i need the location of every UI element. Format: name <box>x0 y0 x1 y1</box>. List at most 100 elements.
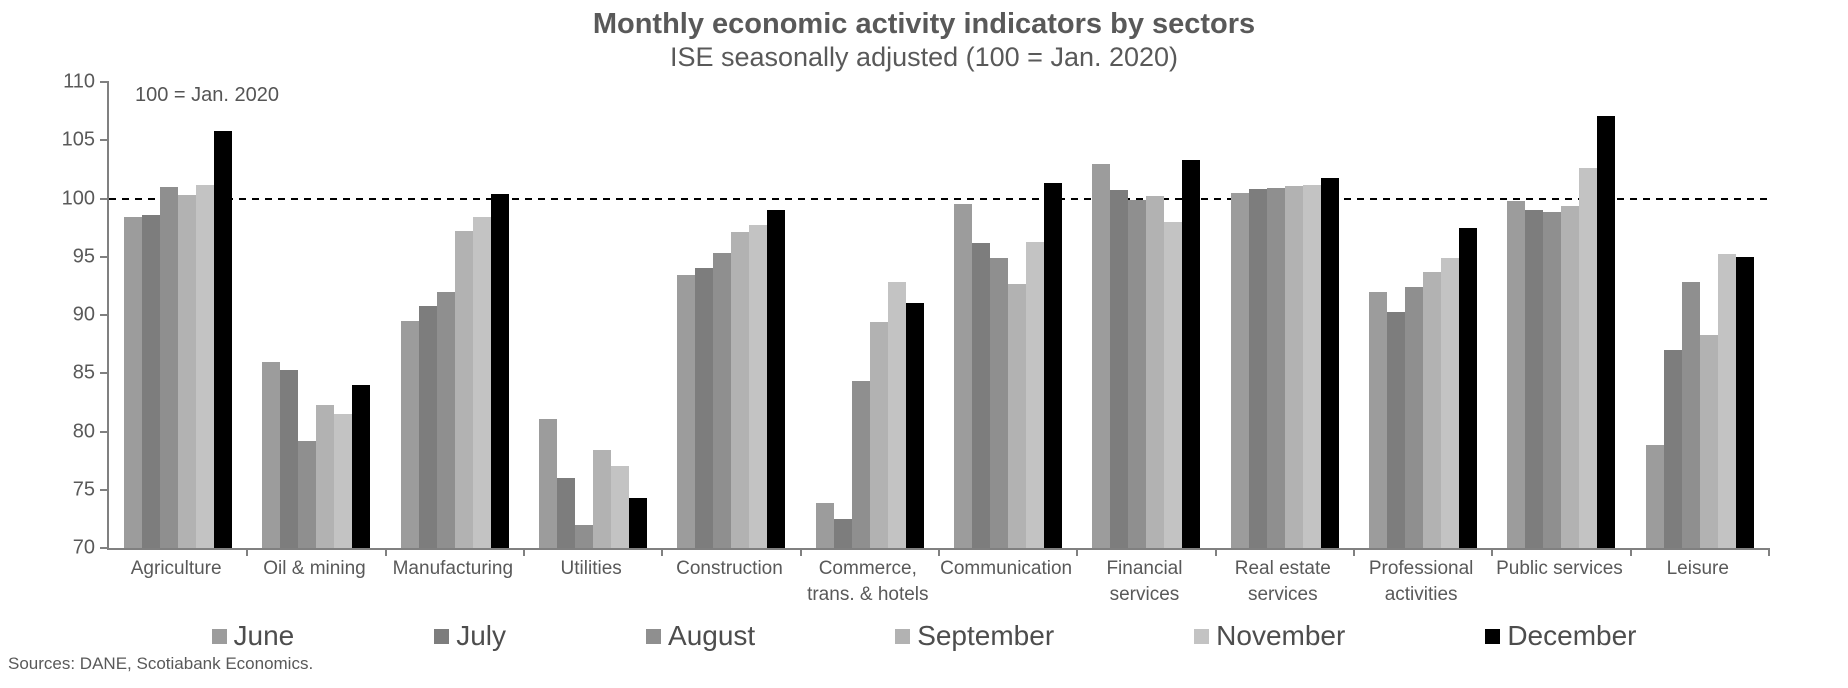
bar-group <box>386 82 524 548</box>
bar-august <box>851 381 870 548</box>
chart-title: Monthly economic activity indicators by … <box>592 8 1256 40</box>
bar-june <box>539 418 558 548</box>
bar-august <box>160 186 179 548</box>
chart-subtitle: ISE seasonally adjusted (100 = Jan. 2020… <box>669 42 1179 72</box>
plot-area: 100 = Jan. 2020 70 75 80 85 90 95 100 105 110 <box>62 71 1770 559</box>
bar-november <box>1717 254 1736 548</box>
bar-september <box>1146 196 1165 548</box>
bar-june <box>262 361 281 548</box>
bar-november <box>887 282 906 548</box>
bar-september <box>1423 271 1442 548</box>
bar-december <box>214 130 233 548</box>
bar-group <box>524 82 662 548</box>
y-tick-mark <box>100 314 109 316</box>
y-tick-mark <box>100 139 109 142</box>
bar-november <box>1441 257 1460 548</box>
x-tick-mark <box>246 548 249 556</box>
y-tick-label: 105 <box>61 128 95 151</box>
bar-december <box>629 497 648 548</box>
x-axis-label: Manufacturing <box>392 558 514 579</box>
x-axis-labels: Agriculture Oil & mining Manufacturing Util… <box>107 556 1767 607</box>
bar-november <box>611 466 630 548</box>
bar-september <box>1699 334 1718 548</box>
source-note: Sources: DANE, Scotiabank Economics. <box>8 654 314 673</box>
bar-group <box>1216 82 1354 548</box>
bar-september <box>1008 283 1027 548</box>
bar-august <box>1266 188 1285 548</box>
x-tick-mark <box>1491 548 1494 556</box>
bar-june <box>815 502 834 548</box>
legend-item-august: August <box>646 620 755 652</box>
x-axis-label: Construction <box>676 558 783 579</box>
legend-item-july: July <box>434 620 506 652</box>
bar-group <box>247 82 385 548</box>
bar-july <box>557 478 576 548</box>
bar-july <box>1387 311 1406 548</box>
bar-september <box>1284 185 1303 548</box>
bar-july <box>833 518 852 548</box>
legend-item-december: December <box>1485 620 1637 652</box>
y-tick-label: 95 <box>72 245 95 268</box>
bar-june <box>1645 445 1664 548</box>
legend-marker <box>646 628 662 644</box>
bar-december <box>905 303 924 548</box>
legend: June July August September November December <box>0 620 1848 652</box>
bar-june <box>124 217 143 548</box>
bar-august <box>575 524 594 548</box>
y-tick-mark <box>100 372 109 375</box>
y-tick-label: 75 <box>72 478 95 501</box>
bar-june <box>1369 291 1388 548</box>
reference-line-100 <box>109 197 1769 200</box>
y-tick-label: 100 <box>61 187 95 209</box>
bar-december <box>1459 227 1478 548</box>
x-tick-mark <box>1214 548 1217 556</box>
y-tick-mark <box>100 81 109 83</box>
x-tick-mark <box>1353 548 1355 556</box>
x-axis-label: Commerce, trans. & hotels <box>807 558 929 605</box>
bar-group <box>939 82 1077 548</box>
y-tick-mark <box>100 488 109 491</box>
x-tick-mark <box>1768 548 1770 556</box>
x-axis-label: Public services <box>1496 558 1623 579</box>
bar-december <box>767 210 786 548</box>
legend-marker <box>434 628 450 644</box>
x-axis-label: Financial services <box>1106 558 1183 605</box>
bar-september <box>869 322 888 548</box>
legend-item-september: September <box>895 620 1054 652</box>
y-tick-label: 90 <box>72 303 95 326</box>
bar-july <box>142 214 161 548</box>
bar-september <box>593 450 612 548</box>
bar-group <box>109 82 247 548</box>
bar-november <box>1026 241 1045 548</box>
bar-november <box>196 184 215 548</box>
x-axis-label: Agriculture <box>130 558 222 579</box>
bar-september <box>316 404 335 548</box>
legend-label: December <box>1507 620 1637 651</box>
bar-july <box>1525 210 1544 548</box>
bar-group <box>1354 82 1492 548</box>
bar-july <box>280 369 299 548</box>
y-tick-label: 110 <box>63 70 95 93</box>
legend-label: September <box>917 620 1055 651</box>
bar-august <box>1128 199 1147 548</box>
x-tick-mark <box>799 548 802 556</box>
x-tick-mark <box>384 548 387 556</box>
bar-group <box>1077 82 1215 548</box>
bar-november <box>334 414 353 548</box>
legend-label: July <box>456 620 507 651</box>
bar-july <box>972 242 991 548</box>
bar-august <box>1543 212 1562 548</box>
bar-june <box>400 320 419 548</box>
x-tick-mark <box>1076 548 1079 556</box>
x-axis-label: Oil & mining <box>263 558 366 579</box>
bar-september <box>1561 205 1580 548</box>
bar-november <box>1164 221 1183 548</box>
bar-july <box>695 268 714 548</box>
bar-december <box>1182 160 1201 548</box>
bar-september <box>731 232 750 548</box>
bar-august <box>713 253 732 548</box>
bar-group <box>801 82 939 548</box>
bar-september <box>454 231 473 548</box>
bar-june <box>1092 163 1111 548</box>
bar-july <box>418 305 437 548</box>
